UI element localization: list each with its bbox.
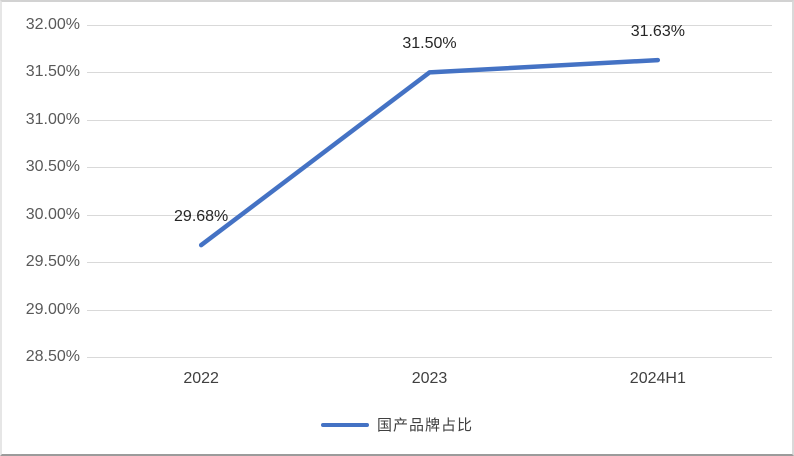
- x-axis-tick-label: 2022: [183, 370, 219, 387]
- x-axis-tick-label: 2023: [411, 370, 448, 387]
- gridline: [87, 262, 772, 263]
- y-axis-tick-label: 29.00%: [25, 301, 80, 318]
- gridline: [87, 357, 772, 358]
- y-axis-tick-label: 31.00%: [25, 111, 80, 128]
- data-label: 29.68%: [174, 208, 229, 226]
- gridline: [87, 25, 772, 26]
- gridline: [87, 72, 772, 73]
- gridline: [87, 167, 772, 168]
- x-axis-tick-label: 2024H1: [629, 370, 686, 387]
- gridline: [87, 120, 772, 121]
- y-axis-tick-label: 32.00%: [25, 16, 80, 33]
- data-label: 31.63%: [630, 23, 685, 41]
- gridline: [87, 310, 772, 311]
- legend-series-label: 国产品牌占比: [376, 417, 473, 434]
- y-axis-tick-label: 29.50%: [25, 253, 80, 270]
- y-axis-tick-label: 31.50%: [25, 63, 80, 80]
- y-axis-tick-label: 30.50%: [25, 158, 80, 175]
- y-axis-tick-label: 30.00%: [25, 206, 80, 223]
- legend-line-swatch-icon: [320, 422, 369, 427]
- legend: 国产品牌占比: [2, 414, 792, 435]
- y-axis-tick-label: 28.50%: [25, 348, 80, 365]
- data-label: 31.50%: [402, 35, 457, 53]
